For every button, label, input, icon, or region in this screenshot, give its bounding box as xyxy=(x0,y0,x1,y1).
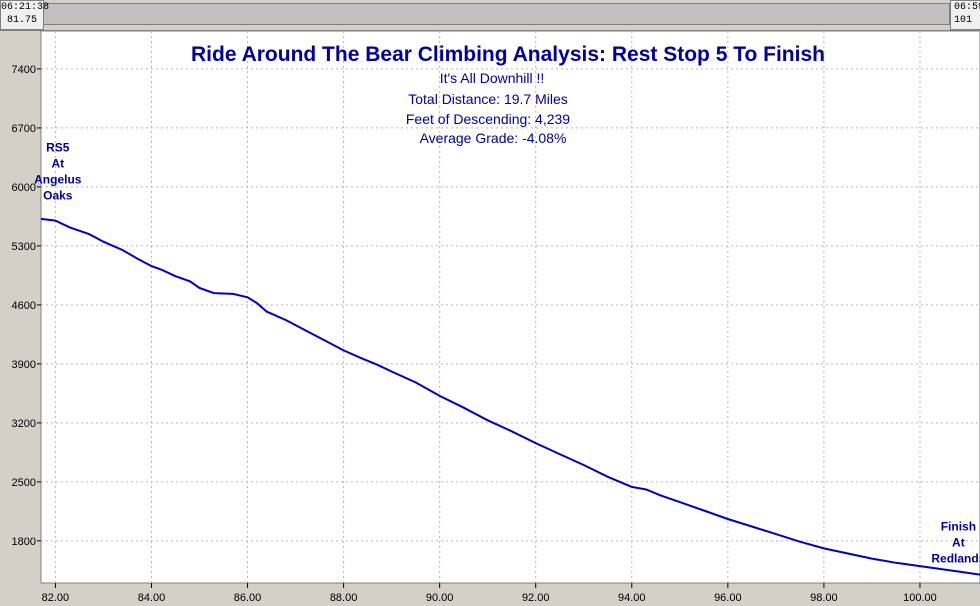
x-tick-label: 84.00 xyxy=(138,592,166,604)
annotation-label: At xyxy=(51,157,64,171)
annotations: RS5 At Angelus Oaks Finish At Redlands xyxy=(34,141,980,566)
x-tick-label: 82.00 xyxy=(42,592,70,604)
annotation-label: Redlands xyxy=(931,552,980,566)
y-tick-label: 6000 xyxy=(12,182,36,194)
elevation-line xyxy=(40,217,980,576)
x-tick-label: 86.00 xyxy=(234,592,262,604)
annotation-label: At xyxy=(952,536,965,550)
annotation-label: Finish xyxy=(941,520,976,534)
start-cursor-value: 81.75 xyxy=(6,15,37,26)
annotation-label: Angelus xyxy=(34,173,82,187)
annotation-label: Oaks xyxy=(43,189,73,203)
x-tick-label: 90.00 xyxy=(426,592,454,604)
annotation-label: RS5 xyxy=(46,141,70,155)
y-tick-label: 3200 xyxy=(12,418,36,430)
subtitle-grade: Average Grade: -4.08% xyxy=(420,130,567,146)
x-tick-label: 100.00 xyxy=(903,592,937,604)
x-tick-label: 98.00 xyxy=(810,592,838,604)
y-tick-label: 4600 xyxy=(12,300,36,312)
x-tick-label: 96.00 xyxy=(714,592,742,604)
cursor-bar: 06:21:38 81.75 06:59 101 xyxy=(0,0,980,31)
x-tick-label: 94.00 xyxy=(618,592,646,604)
gridlines xyxy=(41,31,980,583)
y-tick-label: 3900 xyxy=(12,359,36,371)
subtitle-descending: Feet of Descending: 4,239 xyxy=(406,111,570,127)
start-cursor-marker[interactable]: 06:21:38 81.75 xyxy=(0,0,50,30)
x-tick-label: 88.00 xyxy=(330,592,358,604)
y-tick-label: 2500 xyxy=(12,477,36,489)
y-tick-label: 1800 xyxy=(12,536,36,548)
end-cursor-value: 101 xyxy=(954,15,973,26)
start-cursor-time: 06:21:38 xyxy=(1,2,50,13)
y-axis: 1800 2500 3200 3900 4600 5300 6000 6700 7400 xyxy=(12,64,41,548)
end-cursor-time: 06:59 xyxy=(954,2,980,13)
subtitle-distance: Total Distance: 19.7 Miles xyxy=(408,91,568,107)
y-tick-label: 7400 xyxy=(12,64,36,76)
x-tick-label: 92.00 xyxy=(522,592,550,604)
x-axis: 82.00 84.00 86.00 88.00 90.00 92.00 94.00 96.00… xyxy=(42,583,937,604)
chart-title: Ride Around The Bear Climbing Analysis: … xyxy=(191,43,825,66)
y-tick-label: 5300 xyxy=(12,241,36,253)
y-tick-label: 6700 xyxy=(12,123,36,135)
end-cursor-marker[interactable]: 06:59 101 xyxy=(950,0,980,30)
subtitle-downhill: It's All Downhill !! xyxy=(440,70,545,86)
